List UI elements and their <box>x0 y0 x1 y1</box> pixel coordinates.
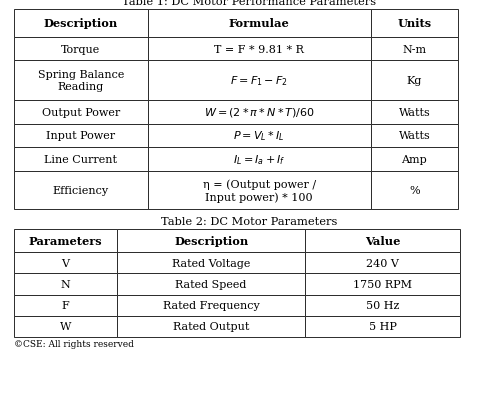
Text: ©CSE: All rights reserved: ©CSE: All rights reserved <box>14 339 134 348</box>
Text: Rated Output: Rated Output <box>173 322 249 331</box>
Bar <box>117 229 305 253</box>
Text: N: N <box>61 279 70 289</box>
Bar <box>14 148 148 171</box>
Bar <box>371 124 458 148</box>
Text: Table 1: DC Motor Performance Parameters: Table 1: DC Motor Performance Parameters <box>122 0 376 7</box>
Bar <box>14 295 117 316</box>
Text: Rated Speed: Rated Speed <box>176 279 247 289</box>
Text: $F = F_1 - F_2$: $F = F_1 - F_2$ <box>230 74 288 88</box>
Text: $I_L= I_a + I_f$: $I_L= I_a + I_f$ <box>233 153 285 166</box>
Text: Watts: Watts <box>399 108 430 117</box>
Text: Rated Frequency: Rated Frequency <box>163 301 259 310</box>
Bar <box>148 148 371 171</box>
Bar <box>305 253 460 274</box>
Bar <box>117 253 305 274</box>
Bar <box>14 316 117 337</box>
Bar <box>14 253 117 274</box>
Text: W: W <box>60 322 71 331</box>
Text: Description: Description <box>44 18 118 30</box>
Text: Table 2: DC Motor Parameters: Table 2: DC Motor Parameters <box>160 216 337 226</box>
Text: $P = V_L*I_L$: $P = V_L*I_L$ <box>233 129 285 143</box>
Text: Value: Value <box>365 235 400 247</box>
Bar <box>305 295 460 316</box>
Text: η = (Output power /
Input power) * 100: η = (Output power / Input power) * 100 <box>203 179 316 202</box>
Text: %: % <box>409 185 420 196</box>
Bar <box>14 101 148 124</box>
Bar <box>305 229 460 253</box>
Text: Output Power: Output Power <box>42 108 120 117</box>
Bar <box>14 229 117 253</box>
Text: Rated Voltage: Rated Voltage <box>172 258 250 268</box>
Text: Efficiency: Efficiency <box>53 185 109 196</box>
Bar <box>305 274 460 295</box>
Text: Torque: Torque <box>61 45 100 54</box>
Text: V: V <box>62 258 69 268</box>
Text: N-m: N-m <box>402 45 427 54</box>
Bar <box>148 101 371 124</box>
Text: 50 Hz: 50 Hz <box>366 301 400 310</box>
Bar <box>371 148 458 171</box>
Bar <box>14 171 148 210</box>
Text: Kg: Kg <box>407 76 422 86</box>
Text: Spring Balance
Reading: Spring Balance Reading <box>37 70 124 92</box>
Text: 240 V: 240 V <box>366 258 399 268</box>
Text: Amp: Amp <box>401 155 427 164</box>
Text: Description: Description <box>174 235 248 247</box>
Bar <box>117 274 305 295</box>
Bar <box>371 101 458 124</box>
Bar <box>148 171 371 210</box>
Text: Units: Units <box>397 18 431 30</box>
Bar <box>148 124 371 148</box>
Bar <box>14 274 117 295</box>
Bar <box>148 10 371 38</box>
Text: F: F <box>62 301 69 310</box>
Bar <box>148 38 371 61</box>
Text: T = F * 9.81 * R: T = F * 9.81 * R <box>215 45 304 54</box>
Text: $W  = (2 * \pi * N * T )/60$: $W = (2 * \pi * N * T )/60$ <box>204 106 315 119</box>
Text: 1750 RPM: 1750 RPM <box>353 279 412 289</box>
Text: Input Power: Input Power <box>46 131 115 141</box>
Bar <box>14 38 148 61</box>
Bar <box>117 316 305 337</box>
Bar <box>117 295 305 316</box>
Text: Parameters: Parameters <box>29 235 102 247</box>
Text: Line Current: Line Current <box>44 155 117 164</box>
Bar <box>14 10 148 38</box>
Bar <box>371 38 458 61</box>
Text: Formulae: Formulae <box>229 18 290 30</box>
Bar <box>371 171 458 210</box>
Bar <box>371 10 458 38</box>
Text: 5 HP: 5 HP <box>369 322 397 331</box>
Bar <box>148 61 371 101</box>
Bar <box>14 61 148 101</box>
Text: Watts: Watts <box>399 131 430 141</box>
Bar <box>371 61 458 101</box>
Bar <box>305 316 460 337</box>
Bar <box>14 124 148 148</box>
